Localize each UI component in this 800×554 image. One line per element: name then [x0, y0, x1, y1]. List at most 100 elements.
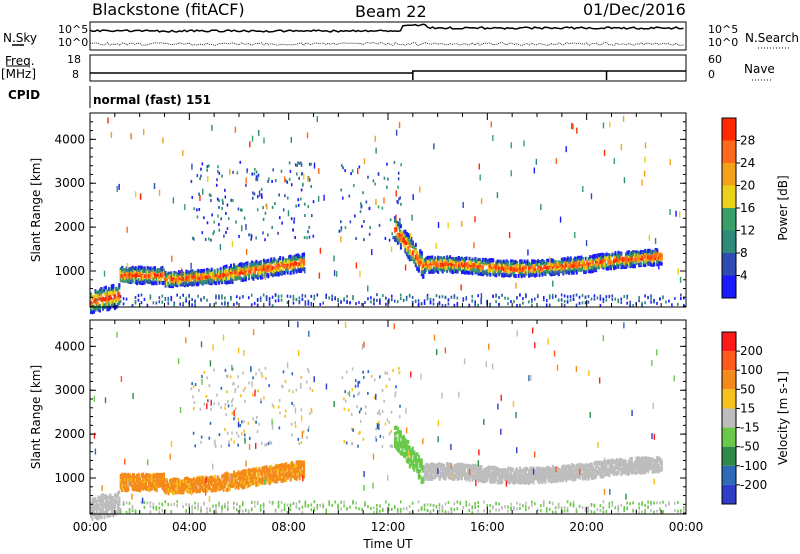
velocity-ground-cell — [250, 507, 253, 511]
power-ground-cell — [265, 298, 268, 302]
power-ground-cell — [444, 303, 447, 307]
velocity-ground-cell — [498, 508, 500, 512]
power-scatter-cell — [256, 273, 259, 278]
power-scatter-cell — [243, 262, 246, 267]
power-scatter-cell — [615, 262, 618, 267]
power-scatter-cell — [456, 256, 459, 261]
power-scatter-cell — [261, 273, 264, 278]
power-ground-cell — [250, 303, 253, 307]
power-scatter-cell — [151, 270, 154, 275]
power-scatter-cell — [469, 260, 472, 265]
power-scatter-cell — [505, 261, 508, 266]
power-noise-cell — [256, 175, 259, 182]
power-scatter-cell — [143, 279, 146, 284]
velocity-ground-cell — [310, 503, 313, 507]
velocity-ground-cell — [408, 504, 411, 508]
power-scatter-cell — [443, 256, 446, 261]
velocity-scatter-cell — [125, 484, 128, 489]
power-scatter-cell — [294, 261, 297, 266]
power-scatter-cell — [411, 256, 414, 261]
velocity-scatter-cell — [116, 506, 119, 511]
power-ground-cell — [531, 298, 533, 302]
velocity-ground-cell — [385, 500, 387, 504]
power-scatter-cell — [504, 268, 507, 273]
velocity-scatter-cell — [110, 507, 113, 512]
power-scatter-cell — [176, 278, 179, 283]
power-scatter-cell — [612, 253, 615, 258]
velocity-scatter-cell — [140, 472, 143, 477]
power-scatter-cell — [173, 272, 176, 277]
power-scatter-cell — [528, 264, 531, 269]
power-scatter-cell — [204, 279, 207, 284]
velocity-scatter-cell — [95, 508, 98, 513]
power-scatter-cell — [395, 233, 398, 238]
velocity-ground-cell — [367, 505, 369, 509]
power-scatter-cell — [137, 265, 140, 270]
velocity-ground-cell — [331, 504, 333, 508]
power-scatter-cell — [209, 279, 212, 284]
power-scatter-cell — [131, 268, 134, 273]
power-scatter-cell — [458, 267, 461, 272]
power-scatter-cell — [149, 279, 152, 284]
power-scatter-cell — [264, 262, 267, 267]
power-diffuse-cell — [248, 233, 250, 237]
power-diffuse-cell — [267, 179, 269, 183]
velocity-ground-cell — [599, 509, 602, 513]
power-scatter-cell — [517, 273, 520, 278]
power-scatter-cell — [197, 268, 200, 273]
power-scatter-cell — [495, 265, 498, 270]
velocity-scatter-cell — [206, 476, 209, 481]
power-scatter-cell — [495, 260, 498, 265]
power-scatter-cell — [213, 280, 216, 285]
velocity-ground-cell — [447, 510, 450, 514]
velocity-ground-cell — [221, 507, 223, 511]
power-scatter-cell — [538, 267, 541, 272]
power-scatter-cell — [228, 265, 231, 270]
power-scatter-cell — [109, 305, 112, 310]
power-scatter-cell — [523, 259, 526, 264]
power-scatter-cell — [168, 271, 171, 276]
power-diffuse-cell — [255, 175, 258, 179]
power-scatter-cell — [626, 255, 629, 260]
power-scatter-cell — [258, 265, 261, 270]
power-scatter-cell — [130, 280, 133, 285]
power-scatter-cell — [627, 257, 630, 262]
velocity-scatter-cell — [207, 477, 210, 482]
power-y-tick-label: 3000 — [54, 176, 85, 190]
power-diffuse-cell — [246, 168, 249, 172]
power-scatter-cell — [547, 265, 550, 270]
velocity-ground-cell — [617, 504, 620, 508]
power-scatter-cell — [548, 271, 551, 276]
power-scatter-cell — [303, 261, 306, 266]
power-scatter-cell — [94, 289, 97, 294]
velocity-ground-cell — [307, 504, 310, 508]
power-scatter-cell — [274, 261, 277, 266]
power-scatter-cell — [122, 267, 125, 272]
power-diffuse-cell — [310, 162, 312, 166]
power-diffuse-cell — [296, 163, 298, 167]
power-diffuse-cell — [281, 221, 283, 225]
power-scatter-cell — [204, 274, 207, 279]
velocity-ground-cell — [304, 504, 307, 508]
power-scatter-cell — [513, 267, 516, 272]
power-diffuse-cell — [239, 208, 242, 212]
power-scatter-cell — [456, 268, 459, 273]
power-ground-cell — [602, 298, 605, 302]
power-ground-cell — [447, 298, 450, 302]
power-scatter-cell — [601, 254, 604, 259]
power-ground-cell — [525, 294, 527, 298]
velocity-scatter-cell — [133, 479, 136, 484]
power-noise-cell — [333, 270, 336, 277]
power-scatter-cell — [98, 303, 101, 308]
power-scatter-cell — [244, 263, 247, 268]
velocity-ground-cell — [185, 509, 187, 513]
power-scatter-cell — [118, 300, 121, 305]
power-ground-cell — [274, 299, 277, 303]
power-scatter-cell — [501, 261, 504, 266]
power-scatter-cell — [103, 297, 106, 302]
velocity-ground-cell — [653, 510, 655, 514]
velocity-scatter-cell — [161, 482, 164, 487]
power-scatter-cell — [472, 260, 475, 265]
velocity-scatter-cell — [149, 474, 152, 479]
power-scatter-cell — [548, 265, 551, 270]
